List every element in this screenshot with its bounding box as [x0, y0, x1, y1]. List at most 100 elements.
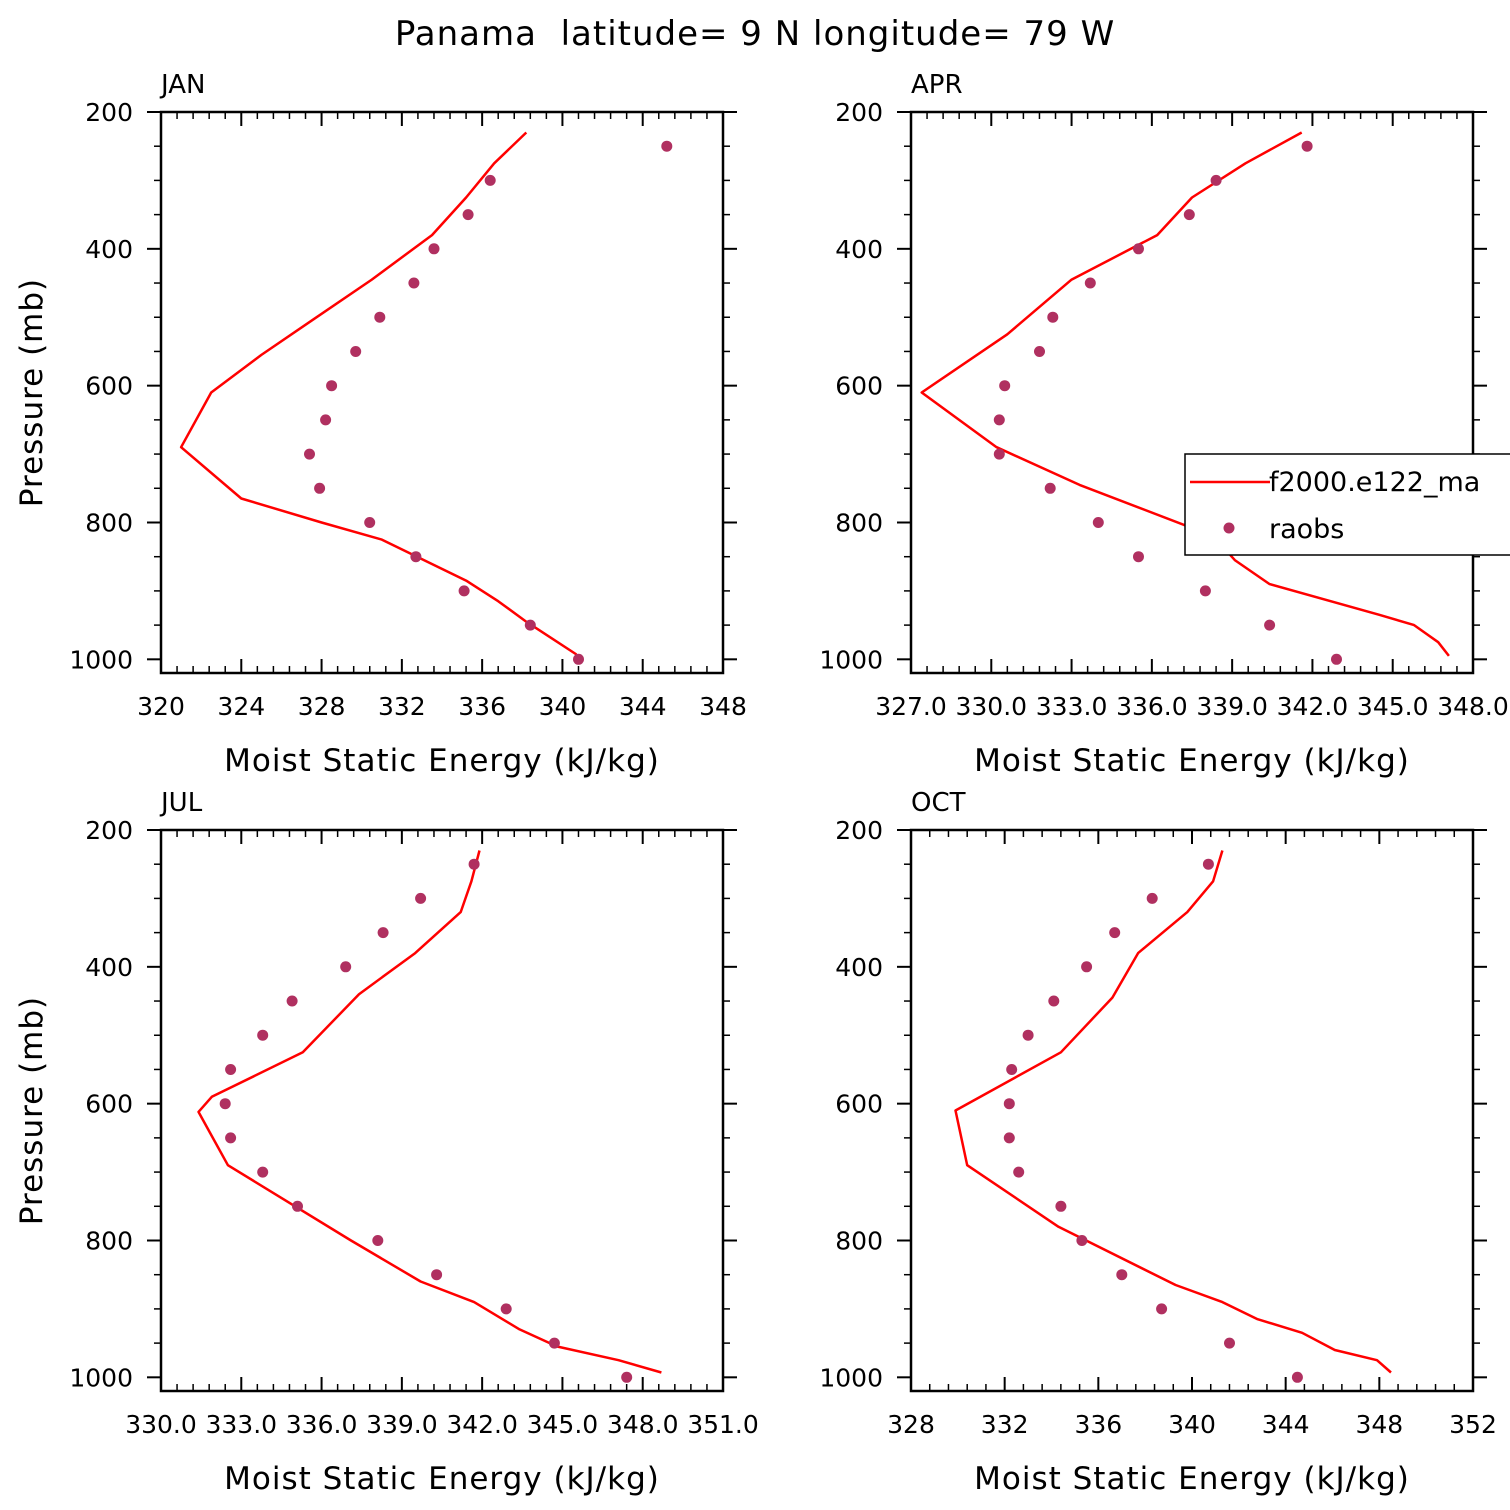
x-tick-label: 333.0: [1036, 692, 1108, 721]
x-tick-label: 348: [699, 692, 747, 721]
raobs-point: [999, 380, 1011, 392]
legend-marker-swatch: [1223, 522, 1235, 534]
panel-jan: 320 324 328 332 336 340 344 348 200 400 600 800 1000…: [14, 70, 747, 779]
legend-label-model: f2000.e122_ma: [1269, 467, 1480, 498]
x-tick-label: 345.0: [1357, 692, 1429, 721]
raobs-point: [1146, 892, 1158, 904]
y-tick-label: 800: [85, 1226, 133, 1255]
raobs-point: [1003, 1132, 1015, 1144]
raobs-point: [350, 346, 362, 357]
y-tick-label: 800: [85, 508, 133, 537]
x-tick-label: 336: [1074, 1410, 1122, 1439]
y-tick-label: 1000: [69, 645, 133, 674]
raobs-point: [1291, 1371, 1303, 1383]
panel-title: JAN: [159, 70, 205, 100]
raobs-point: [1081, 961, 1093, 973]
x-tick-label: 332: [981, 1410, 1029, 1439]
raobs-point: [1092, 517, 1104, 528]
panel-apr: 327.0 330.0 333.0 336.0 339.0 342.0 345.0 348.0…: [819, 70, 1508, 779]
raobs-point: [1202, 858, 1214, 870]
raobs-point: [292, 1200, 303, 1212]
panel-title: APR: [911, 70, 963, 100]
x-tick-label: 348.0: [1437, 692, 1509, 721]
raobs-point: [621, 1371, 633, 1383]
raobs-point: [1109, 927, 1121, 939]
raobs-point: [1133, 551, 1144, 563]
model-profile-line: [179, 131, 578, 656]
x-tick-label: 330.0: [125, 1410, 197, 1439]
plot-frame: [909, 828, 1475, 1393]
raobs-point: [1044, 482, 1056, 494]
y-tick-label: 400: [835, 953, 883, 982]
y-tick-label: 1000: [819, 645, 883, 674]
x-tick-label: 333.0: [205, 1410, 277, 1439]
x-tick-label: 348.0: [607, 1410, 679, 1439]
panel-title: JUL: [159, 788, 203, 818]
x-tick-label: 352: [1449, 1410, 1497, 1439]
raobs-point: [524, 619, 536, 631]
raobs-point: [462, 209, 474, 221]
figure-title: Panama latitude= 9 N longitude= 79 W: [395, 14, 1115, 54]
panels: 320 324 328 332 336 340 344 348 200 400 600 800 1000…: [14, 70, 1509, 1497]
raobs-point: [410, 551, 422, 563]
x-tick-label: 340: [1168, 1410, 1216, 1439]
raobs-point: [1006, 1064, 1018, 1075]
raobs-point: [225, 1132, 237, 1144]
raobs-point: [219, 1098, 231, 1110]
raobs-point: [415, 892, 427, 904]
raobs-point: [1076, 1235, 1088, 1246]
x-tick-label: 339.0: [1196, 692, 1268, 721]
raobs-point: [326, 380, 338, 392]
raobs-point: [257, 1166, 269, 1178]
model-profile-line: [197, 850, 662, 1374]
raobs-point: [320, 414, 332, 426]
raobs-point: [304, 448, 315, 460]
x-tick-label: 342.0: [1277, 692, 1349, 721]
y-tick-label: 200: [85, 816, 133, 845]
raobs-point: [1210, 174, 1222, 186]
y-tick-label: 200: [835, 816, 883, 845]
y-tick-label: 400: [835, 235, 883, 264]
raobs-point: [500, 1303, 512, 1315]
plot-frame: [159, 828, 725, 1393]
raobs-point: [257, 1029, 269, 1041]
raobs-point: [340, 961, 352, 973]
raobs-point: [377, 927, 389, 939]
raobs-point: [1022, 1029, 1034, 1041]
raobs-point: [408, 277, 420, 289]
raobs-point: [1331, 653, 1342, 665]
raobs-point: [1199, 585, 1211, 597]
raobs-point: [548, 1337, 560, 1349]
raobs-point: [1133, 243, 1144, 255]
x-tick-label: 327.0: [875, 692, 947, 721]
x-tick-label: 344: [619, 692, 667, 721]
y-axis-label: Pressure (mb): [14, 996, 50, 1225]
raobs-point: [1047, 311, 1059, 323]
y-tick-label: 400: [85, 953, 133, 982]
x-axis-label: Moist Static Energy (kJ/kg): [974, 1461, 1410, 1497]
x-tick-label: 324: [217, 692, 265, 721]
y-tick-label: 600: [835, 1090, 883, 1119]
raobs-point: [468, 858, 480, 870]
panel-jul: 330.0 333.0 336.0 339.0 342.0 345.0 348.0 351.0…: [14, 788, 759, 1497]
raobs-point: [573, 653, 584, 665]
raobs-point: [364, 517, 376, 528]
y-tick-label: 200: [835, 98, 883, 127]
x-axis-label: Moist Static Energy (kJ/kg): [224, 743, 660, 779]
panel-oct: 328 332 336 340 344 348 352 200 400 600 800 1000 OCT…: [819, 788, 1496, 1497]
y-tick-label: 800: [835, 508, 883, 537]
model-profile-line: [920, 131, 1450, 657]
plot-frame: [909, 110, 1475, 675]
y-tick-label: 600: [85, 1090, 133, 1119]
x-tick-label: 348: [1355, 1410, 1403, 1439]
x-tick-label: 344: [1262, 1410, 1310, 1439]
raobs-point: [661, 140, 673, 152]
x-tick-label: 332: [378, 692, 426, 721]
x-tick-label: 351.0: [687, 1410, 759, 1439]
x-tick-label: 320: [137, 692, 185, 721]
x-axis-label: Moist Static Energy (kJ/kg): [974, 743, 1410, 779]
y-tick-label: 200: [85, 98, 133, 127]
raobs-point: [1156, 1303, 1168, 1315]
y-axis-label: Pressure (mb): [14, 278, 50, 507]
raobs-point: [1301, 140, 1313, 152]
